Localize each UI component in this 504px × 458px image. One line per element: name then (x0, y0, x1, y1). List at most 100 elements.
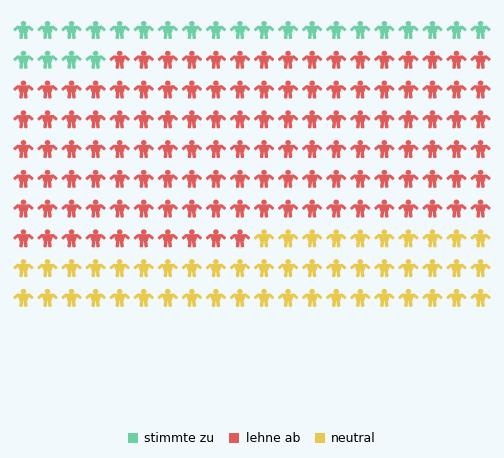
Polygon shape (42, 56, 53, 62)
Circle shape (165, 81, 171, 86)
Polygon shape (409, 181, 412, 187)
Polygon shape (14, 205, 19, 209)
Polygon shape (405, 300, 408, 306)
Circle shape (429, 140, 435, 145)
Polygon shape (42, 235, 53, 240)
Polygon shape (453, 32, 456, 38)
Circle shape (357, 140, 363, 145)
Polygon shape (72, 300, 75, 306)
Polygon shape (90, 175, 101, 181)
Polygon shape (62, 234, 67, 239)
Circle shape (406, 229, 411, 234)
Circle shape (382, 259, 387, 264)
Polygon shape (197, 145, 202, 150)
Polygon shape (100, 205, 105, 209)
Polygon shape (259, 265, 269, 270)
Polygon shape (381, 211, 384, 217)
Polygon shape (485, 115, 490, 120)
Polygon shape (285, 211, 287, 217)
Polygon shape (423, 86, 428, 90)
Circle shape (285, 81, 291, 86)
Polygon shape (331, 86, 341, 92)
Polygon shape (427, 235, 437, 240)
Polygon shape (134, 26, 139, 31)
Circle shape (237, 51, 243, 56)
Polygon shape (477, 121, 480, 128)
Polygon shape (44, 181, 47, 187)
Polygon shape (403, 56, 414, 62)
Polygon shape (86, 115, 91, 120)
Polygon shape (42, 27, 53, 32)
Polygon shape (261, 32, 263, 38)
Circle shape (141, 200, 147, 205)
Polygon shape (471, 56, 476, 60)
Polygon shape (341, 115, 346, 120)
Polygon shape (90, 146, 101, 151)
Polygon shape (327, 264, 332, 268)
Circle shape (69, 81, 75, 86)
Polygon shape (477, 181, 480, 187)
Polygon shape (235, 86, 245, 92)
Polygon shape (313, 211, 316, 217)
Polygon shape (331, 146, 341, 151)
Polygon shape (429, 240, 432, 247)
Polygon shape (148, 26, 153, 31)
Polygon shape (28, 175, 33, 180)
Polygon shape (38, 145, 43, 150)
Polygon shape (265, 181, 268, 187)
Polygon shape (413, 56, 418, 60)
Polygon shape (403, 235, 414, 240)
Polygon shape (211, 56, 221, 62)
Polygon shape (193, 270, 196, 277)
Polygon shape (351, 145, 356, 150)
Polygon shape (259, 116, 269, 121)
Polygon shape (86, 234, 91, 239)
Polygon shape (389, 294, 394, 298)
Polygon shape (433, 211, 436, 217)
Polygon shape (255, 234, 260, 239)
Polygon shape (477, 211, 480, 217)
Polygon shape (62, 205, 67, 209)
Polygon shape (427, 205, 437, 211)
Polygon shape (427, 56, 437, 62)
Polygon shape (186, 265, 197, 270)
Polygon shape (114, 235, 125, 240)
Polygon shape (293, 56, 298, 60)
Polygon shape (453, 121, 456, 128)
Polygon shape (158, 86, 163, 90)
Polygon shape (140, 62, 143, 68)
Polygon shape (182, 86, 187, 90)
Polygon shape (110, 294, 115, 298)
Circle shape (454, 229, 459, 234)
Polygon shape (453, 151, 456, 158)
Polygon shape (365, 205, 370, 209)
Polygon shape (44, 62, 47, 68)
Circle shape (333, 140, 339, 145)
Polygon shape (405, 151, 408, 158)
Circle shape (454, 51, 459, 56)
Polygon shape (134, 145, 139, 150)
Polygon shape (433, 270, 436, 277)
Polygon shape (188, 181, 191, 187)
Polygon shape (461, 56, 466, 60)
Circle shape (382, 81, 387, 86)
Circle shape (478, 81, 483, 86)
Polygon shape (413, 205, 418, 209)
Polygon shape (24, 270, 27, 277)
Circle shape (237, 21, 243, 26)
Circle shape (333, 289, 339, 294)
Circle shape (333, 229, 339, 234)
Polygon shape (120, 240, 123, 247)
Circle shape (357, 110, 363, 115)
Circle shape (213, 21, 219, 26)
Polygon shape (405, 240, 408, 247)
Polygon shape (471, 205, 476, 209)
Polygon shape (427, 265, 437, 270)
Circle shape (45, 200, 50, 205)
Polygon shape (230, 264, 235, 268)
Polygon shape (24, 62, 27, 68)
Polygon shape (481, 211, 484, 217)
Polygon shape (236, 32, 239, 38)
Polygon shape (38, 264, 43, 268)
Polygon shape (289, 270, 292, 277)
